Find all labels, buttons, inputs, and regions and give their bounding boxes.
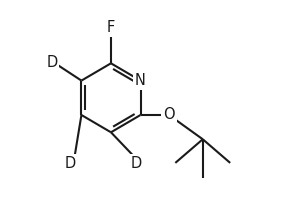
Text: D: D [64, 156, 75, 171]
Text: D: D [46, 55, 58, 70]
Text: N: N [135, 73, 146, 88]
Text: O: O [163, 107, 175, 123]
Text: F: F [107, 20, 115, 35]
Text: D: D [131, 156, 142, 171]
